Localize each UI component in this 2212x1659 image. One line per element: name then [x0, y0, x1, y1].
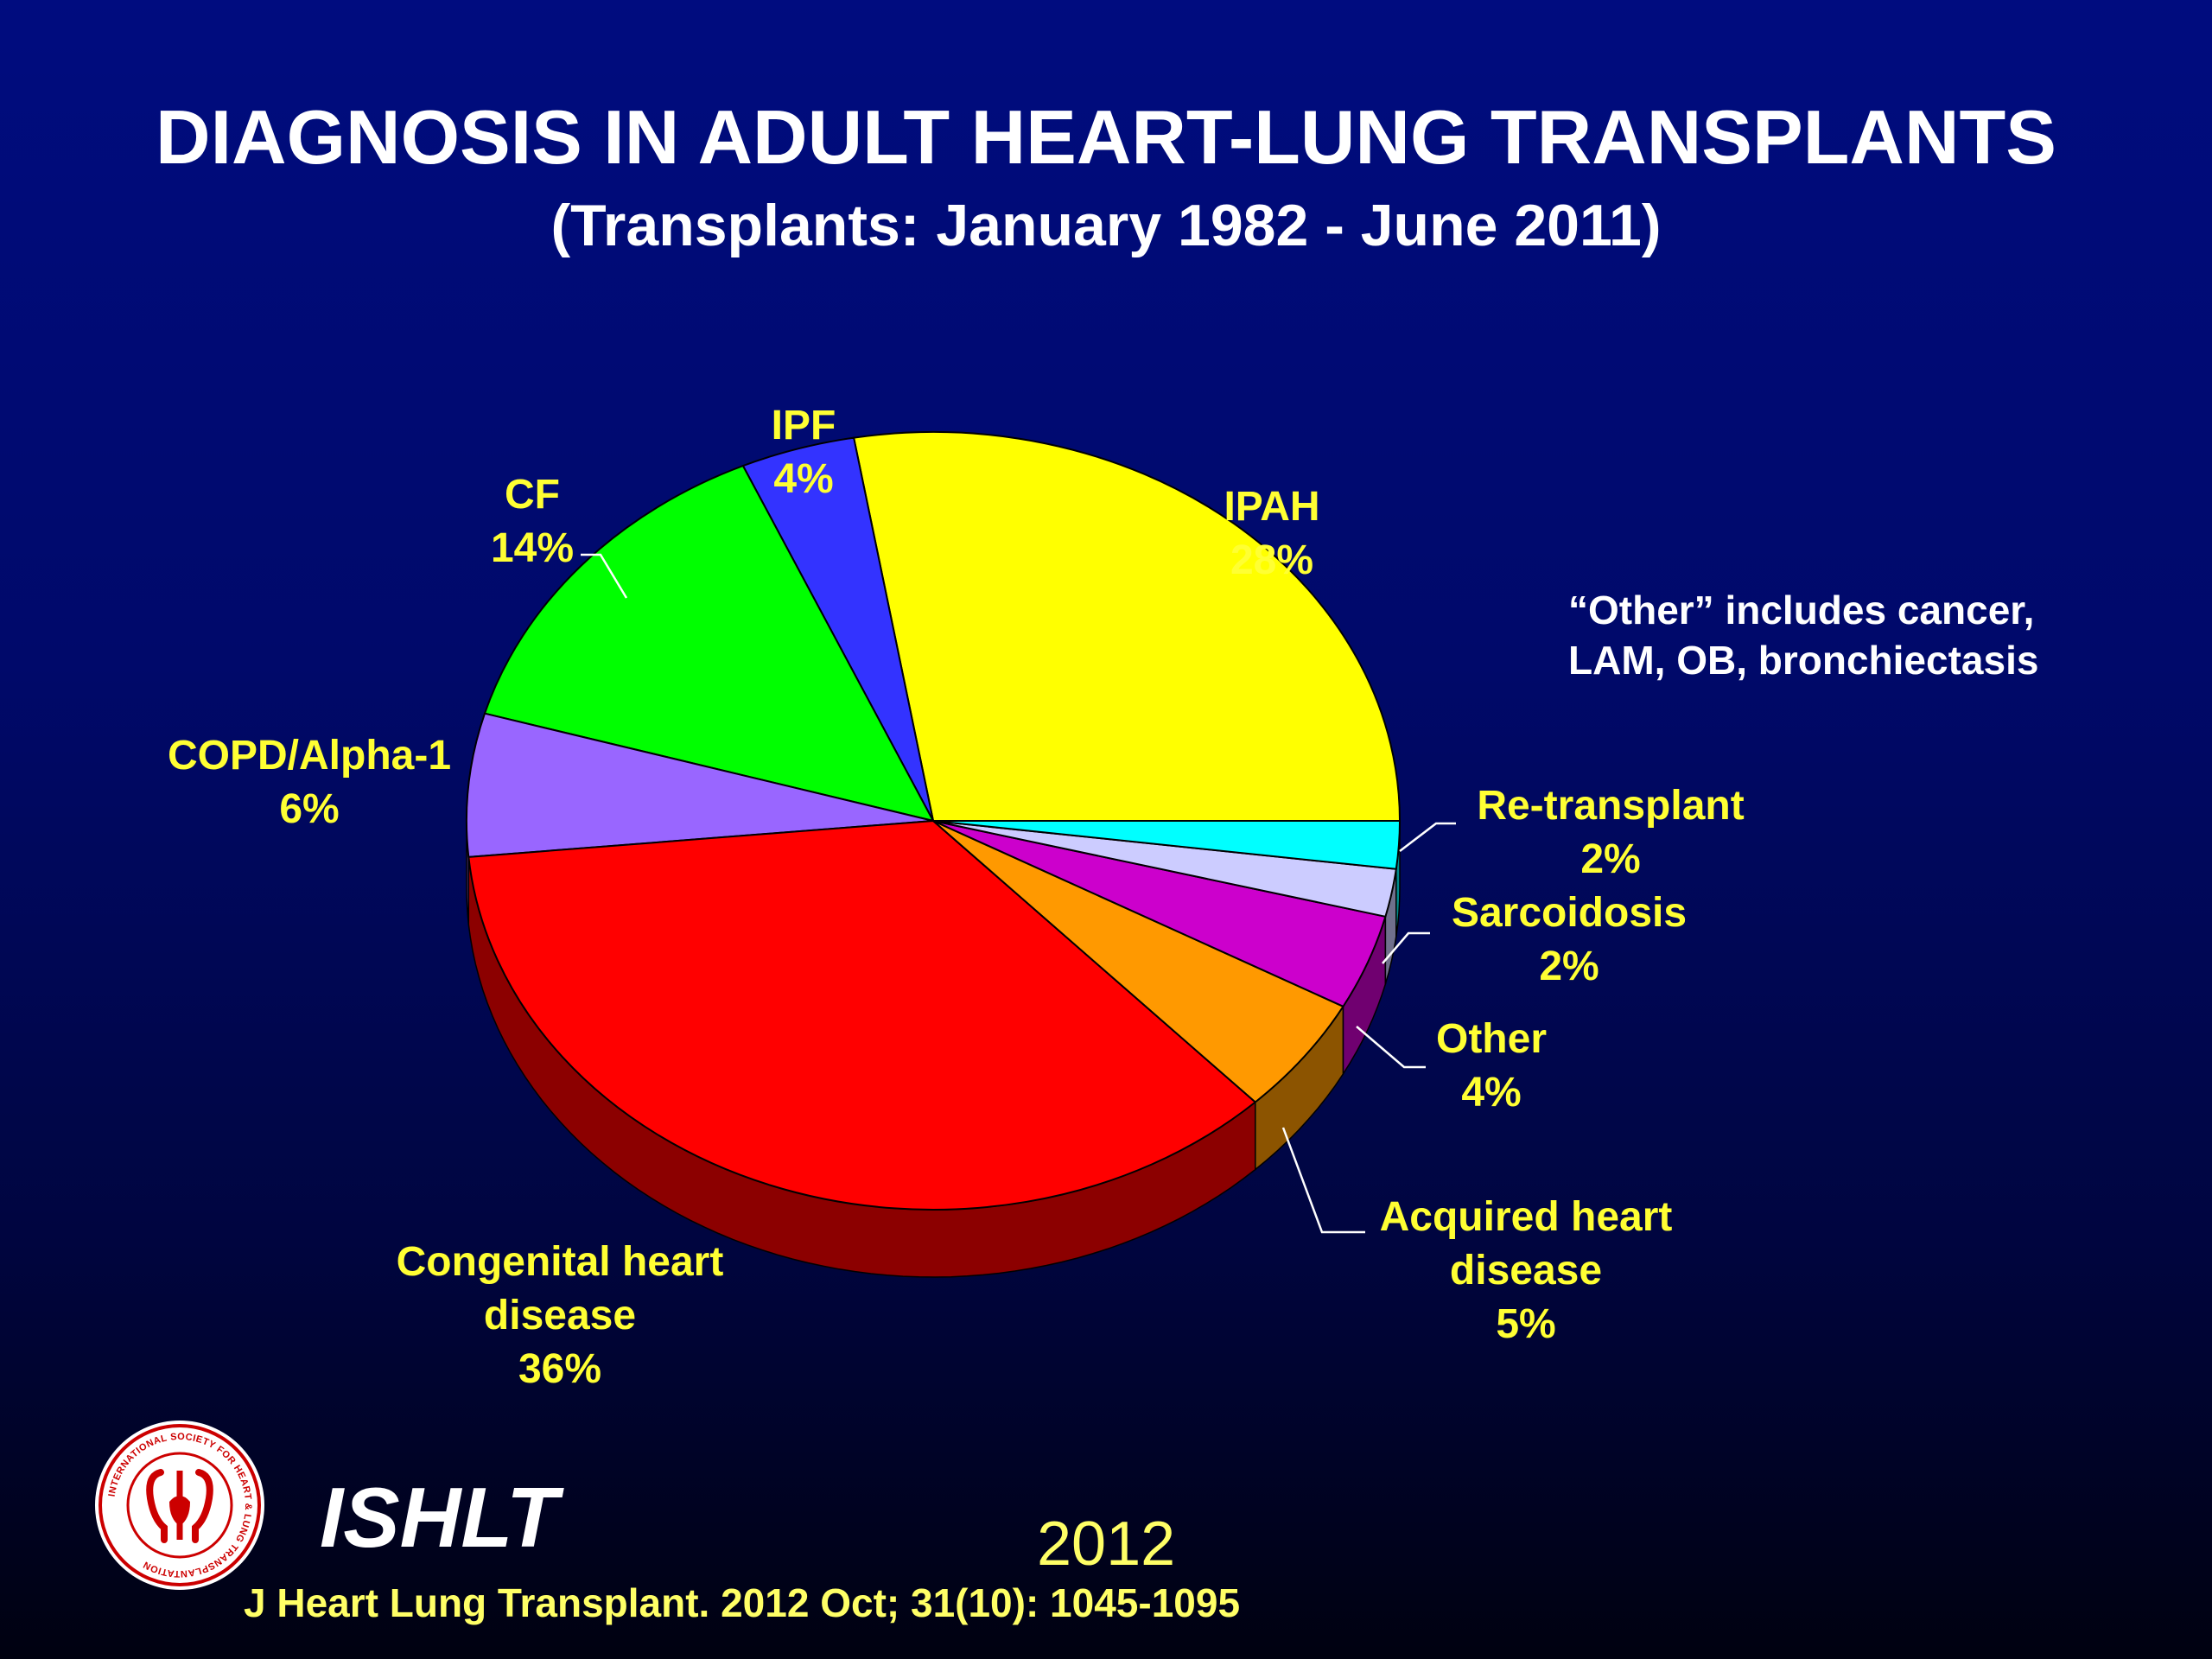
slice-label-copd-alpha-1-line-1: COPD/Alpha-1: [168, 733, 451, 779]
slice-label-sarcoidosis-line-2: 2%: [1539, 944, 1599, 989]
slice-label-re-transplant-line-2: 2%: [1580, 836, 1640, 882]
slice-label-re-transplant: Re-transplant 2%: [1477, 783, 1744, 882]
slide-title: DIAGNOSIS IN ADULT HEART-LUNG TRANSPLANT…: [156, 94, 2056, 180]
slice-label-other-line-2: 4%: [1461, 1070, 1521, 1116]
slice-label-ipf-line-1: IPF: [772, 403, 836, 448]
slide-year: 2012: [1037, 1510, 1176, 1579]
slice-label-acquired-heart-disease-line-2: disease: [1450, 1248, 1602, 1294]
slice-label-cf-line-2: 14%: [491, 525, 574, 571]
ishlt-logo: INTERNATIONAL SOCIETY FOR HEART & LUNG T…: [93, 1419, 266, 1592]
leader-line-re-transplant: [1399, 822, 1456, 852]
leader-line-acquired-heart-disease: [1281, 1127, 1365, 1234]
slice-label-congenital-heart-disease-line-2: disease: [484, 1293, 636, 1338]
slice-label-other: Other 4%: [1436, 1016, 1547, 1116]
leader-line-cf: [581, 553, 628, 599]
slice-label-copd-alpha-1-line-2: 6%: [279, 786, 339, 832]
slice-label-ipf-line-2: 4%: [773, 456, 833, 502]
slice-label-cf-line-1: CF: [505, 472, 560, 518]
slice-label-cf: CF 14%: [491, 472, 574, 571]
slice-label-acquired-heart-disease-line-3: 5%: [1496, 1301, 1555, 1347]
slice-label-copd-alpha-1: COPD/Alpha-1 6%: [168, 733, 451, 832]
slice-label-congenital-heart-disease-line-1: Congenital heart: [397, 1239, 724, 1285]
leader-line-other: [1356, 1026, 1426, 1069]
slice-label-ipf: IPF 4%: [772, 403, 836, 502]
slice-label-other-line-1: Other: [1436, 1016, 1547, 1062]
slice-label-ipah-line-1: IPAH: [1224, 484, 1319, 530]
other-footnote: “Other” includes cancer, LAM, OB, bronch…: [1568, 588, 2039, 683]
slice-label-congenital-heart-disease-line-3: 36%: [518, 1346, 601, 1392]
slice-label-congenital-heart-disease: Congenital heart disease 36%: [397, 1239, 724, 1392]
slice-label-acquired-heart-disease: Acquired heart disease 5%: [1380, 1194, 1673, 1347]
slice-label-sarcoidosis-line-1: Sarcoidosis: [1452, 890, 1687, 936]
journal-citation: J Heart Lung Transplant. 2012 Oct; 31(10…: [244, 1580, 1241, 1625]
pie-slice-acquired-heart-disease: [932, 820, 1344, 1103]
pie-slice-re-transplant: [932, 820, 1401, 870]
leader-line-sarcoidosis: [1382, 931, 1430, 964]
slice-label-re-transplant-line-1: Re-transplant: [1477, 783, 1744, 829]
slice-label-acquired-heart-disease-line-1: Acquired heart: [1380, 1194, 1673, 1240]
slice-label-ipah: IPAH 28%: [1224, 484, 1319, 583]
slice-label-sarcoidosis: Sarcoidosis 2%: [1452, 890, 1687, 989]
ishlt-wordmark: ISHLT: [320, 1470, 558, 1565]
slice-label-ipah-line-2: 28%: [1230, 537, 1313, 583]
pie-slice-ipah: [853, 431, 1401, 822]
pie-slice-copd-alpha-1: [465, 712, 934, 858]
slide-subtitle: (Transplants: January 1982 - June 2011): [550, 193, 1662, 258]
pie-slice-congenital-heart-disease: [467, 820, 1256, 1211]
